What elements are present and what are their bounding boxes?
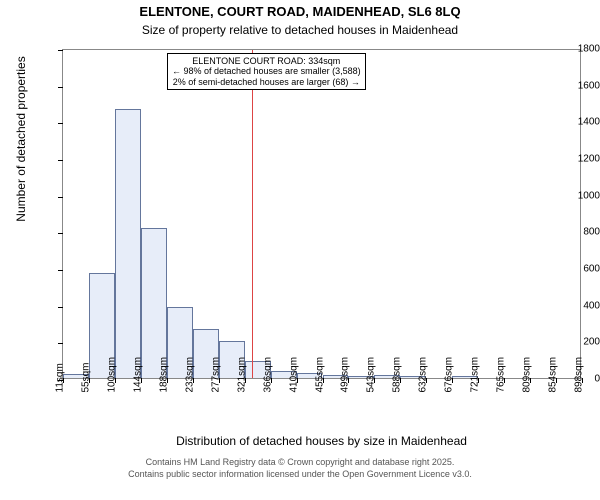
y-tick-label: 200 <box>546 337 600 348</box>
y-tick-label: 600 <box>546 264 600 275</box>
annotation-line2: ← 98% of detached houses are smaller (3,… <box>172 66 361 76</box>
annotation-line3: 2% of semi-detached houses are larger (6… <box>172 77 361 87</box>
plot-area: ELENTONE COURT ROAD: 334sqm ← 98% of det… <box>62 49 581 379</box>
y-tick-label: 1800 <box>546 44 600 55</box>
chart-title: ELENTONE, COURT ROAD, MAIDENHEAD, SL6 8L… <box>0 4 600 19</box>
y-axis-label: Number of detached properties <box>14 0 28 304</box>
y-tick-label: 1000 <box>546 190 600 201</box>
y-tick-label: 800 <box>546 227 600 238</box>
x-axis-label: Distribution of detached houses by size … <box>62 434 581 448</box>
chart-container: ELENTONE, COURT ROAD, MAIDENHEAD, SL6 8L… <box>0 0 600 500</box>
y-tick-label: 400 <box>546 300 600 311</box>
histogram-bar <box>115 109 141 378</box>
y-tick-label: 1400 <box>546 117 600 128</box>
y-tick-label: 1600 <box>546 80 600 91</box>
footer-line1: Contains HM Land Registry data © Crown c… <box>0 457 600 467</box>
footer-line2: Contains public sector information licen… <box>0 469 600 479</box>
reference-line <box>252 50 253 378</box>
annotation-box: ELENTONE COURT ROAD: 334sqm ← 98% of det… <box>167 53 366 90</box>
annotation-line1: ELENTONE COURT ROAD: 334sqm <box>172 56 361 66</box>
histogram-bar <box>141 228 167 378</box>
y-tick-label: 1200 <box>546 154 600 165</box>
chart-subtitle: Size of property relative to detached ho… <box>0 23 600 37</box>
